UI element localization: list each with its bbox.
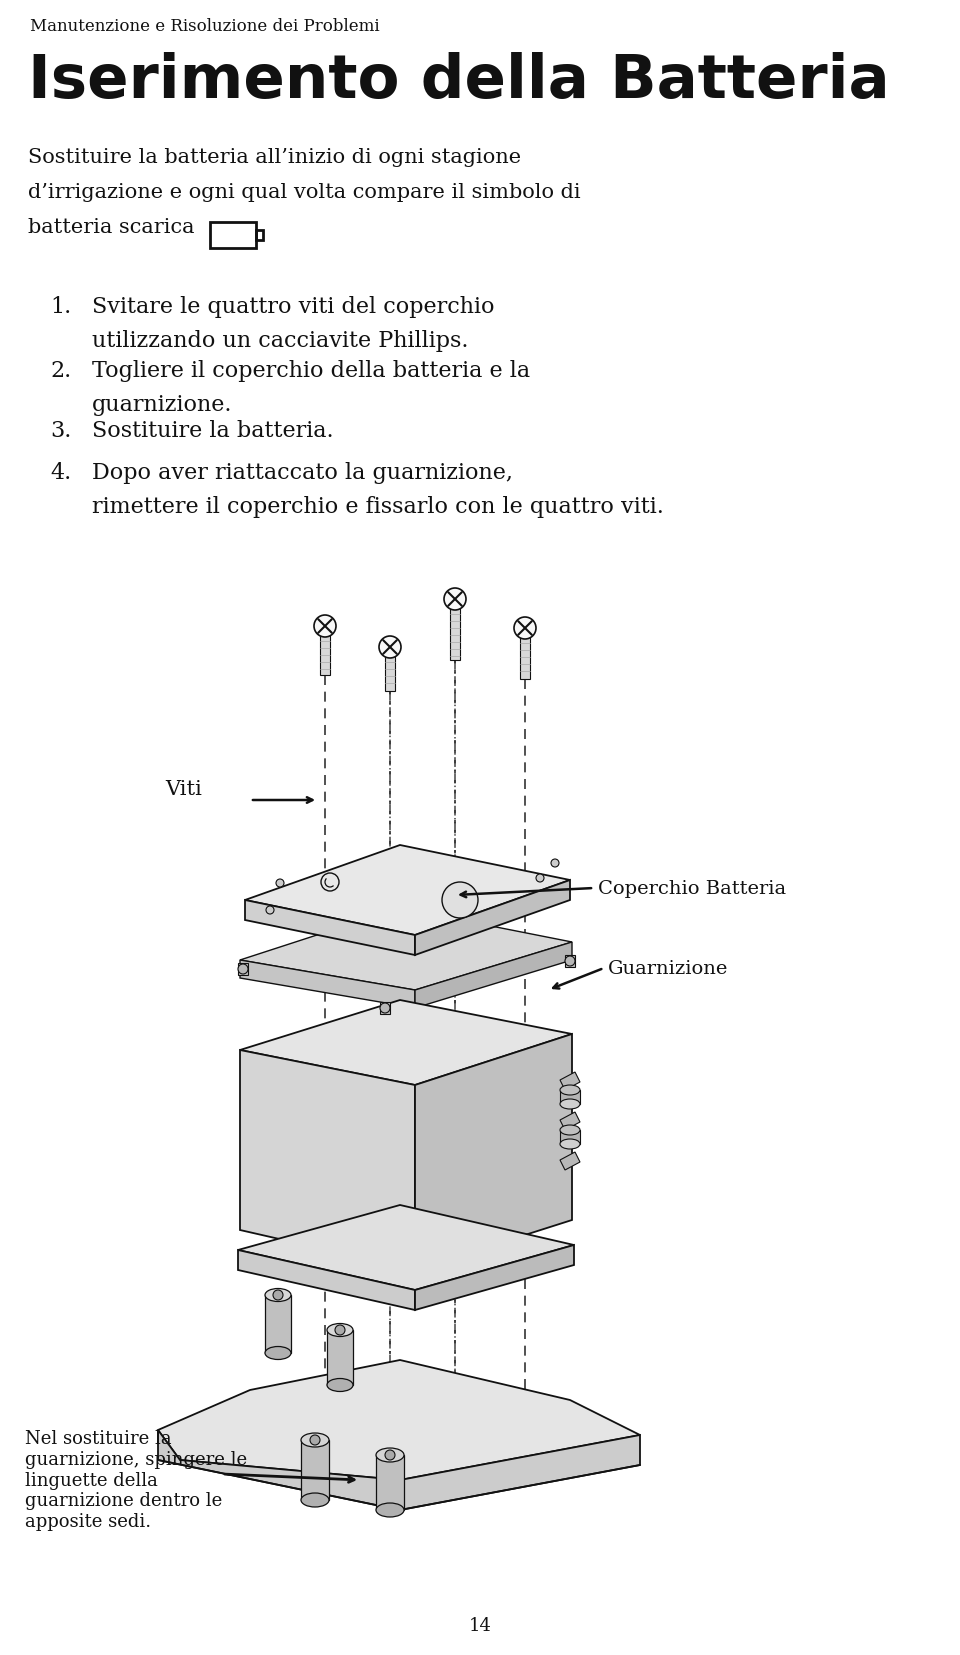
Polygon shape (560, 1072, 580, 1091)
Bar (265, 1294, 291, 1354)
Text: Togliere il coperchio della batteria e la: Togliere il coperchio della batteria e l… (92, 361, 530, 382)
Text: Sostituire la batteria.: Sostituire la batteria. (92, 420, 334, 442)
Bar (565, 955, 575, 967)
Circle shape (335, 1326, 345, 1336)
Circle shape (444, 588, 466, 611)
Polygon shape (238, 1205, 574, 1289)
Text: Dopo aver riattaccato la guarnizione,: Dopo aver riattaccato la guarnizione, (92, 462, 513, 483)
Text: d’irrigazione e ogni qual volta compare il simbolo di: d’irrigazione e ogni qual volta compare … (28, 184, 581, 202)
Bar (450, 596, 460, 660)
Text: 14: 14 (468, 1617, 492, 1635)
Ellipse shape (560, 1099, 580, 1109)
Bar (380, 1001, 390, 1015)
Circle shape (273, 1289, 283, 1299)
Ellipse shape (327, 1379, 353, 1392)
Text: 4.: 4. (50, 462, 71, 483)
Bar (520, 626, 530, 679)
Bar (327, 1331, 353, 1385)
Circle shape (314, 616, 336, 637)
Polygon shape (415, 880, 570, 955)
Text: Sostituire la batteria all’inizio di ogni stagione: Sostituire la batteria all’inizio di ogn… (28, 147, 521, 167)
Text: Manutenzione e Risoluzione dei Problemi: Manutenzione e Risoluzione dei Problemi (30, 18, 379, 35)
Circle shape (514, 617, 536, 639)
Polygon shape (240, 1049, 415, 1269)
Polygon shape (415, 1245, 574, 1311)
Ellipse shape (560, 1139, 580, 1149)
Polygon shape (240, 1000, 572, 1086)
Bar (560, 1091, 580, 1104)
Polygon shape (560, 1112, 580, 1130)
Text: 1.: 1. (50, 296, 71, 318)
Bar (210, 222, 256, 248)
Polygon shape (415, 1034, 572, 1269)
Polygon shape (240, 909, 572, 990)
Circle shape (551, 859, 559, 867)
Ellipse shape (301, 1493, 329, 1508)
Circle shape (266, 905, 274, 914)
Text: 2.: 2. (50, 361, 71, 382)
Polygon shape (245, 846, 570, 935)
Text: Guarnizione: Guarnizione (608, 960, 729, 978)
Circle shape (442, 882, 478, 919)
Ellipse shape (376, 1503, 404, 1518)
Circle shape (276, 879, 284, 887)
Bar (238, 963, 248, 975)
Polygon shape (245, 900, 415, 955)
Bar (385, 644, 395, 692)
Polygon shape (560, 1152, 580, 1170)
Ellipse shape (560, 1086, 580, 1096)
Text: Viti: Viti (165, 780, 202, 799)
Polygon shape (238, 1250, 415, 1311)
Text: Svitare le quattro viti del coperchio: Svitare le quattro viti del coperchio (92, 296, 494, 318)
Text: Nel sostituire la
guarnizione, spingere le
linguette della
guarnizione dentro le: Nel sostituire la guarnizione, spingere … (25, 1430, 247, 1531)
Polygon shape (240, 960, 415, 1008)
Polygon shape (158, 1360, 640, 1480)
Polygon shape (415, 942, 572, 1008)
Circle shape (238, 963, 248, 975)
Circle shape (565, 957, 575, 967)
Circle shape (380, 1003, 390, 1013)
Text: utilizzando un cacciavite Phillips.: utilizzando un cacciavite Phillips. (92, 329, 468, 353)
Ellipse shape (376, 1448, 404, 1461)
Circle shape (385, 1450, 395, 1460)
Polygon shape (158, 1430, 640, 1509)
Text: batteria scarica: batteria scarica (28, 218, 195, 237)
Circle shape (379, 636, 401, 659)
Text: Coperchio Batteria: Coperchio Batteria (598, 880, 786, 899)
Circle shape (536, 874, 544, 882)
Bar (560, 1130, 580, 1144)
Text: rimettere il coperchio e fissarlo con le quattro viti.: rimettere il coperchio e fissarlo con le… (92, 496, 664, 518)
Ellipse shape (301, 1433, 329, 1446)
Ellipse shape (327, 1324, 353, 1337)
Ellipse shape (265, 1289, 291, 1301)
Ellipse shape (265, 1347, 291, 1359)
Bar (256, 230, 263, 240)
Ellipse shape (560, 1125, 580, 1135)
Text: Iserimento della Batteria: Iserimento della Batteria (28, 51, 890, 111)
Circle shape (310, 1435, 320, 1445)
Bar (376, 1455, 404, 1509)
Bar (301, 1440, 329, 1499)
Bar (320, 622, 330, 675)
Text: guarnizione.: guarnizione. (92, 394, 232, 415)
Text: 3.: 3. (50, 420, 71, 442)
